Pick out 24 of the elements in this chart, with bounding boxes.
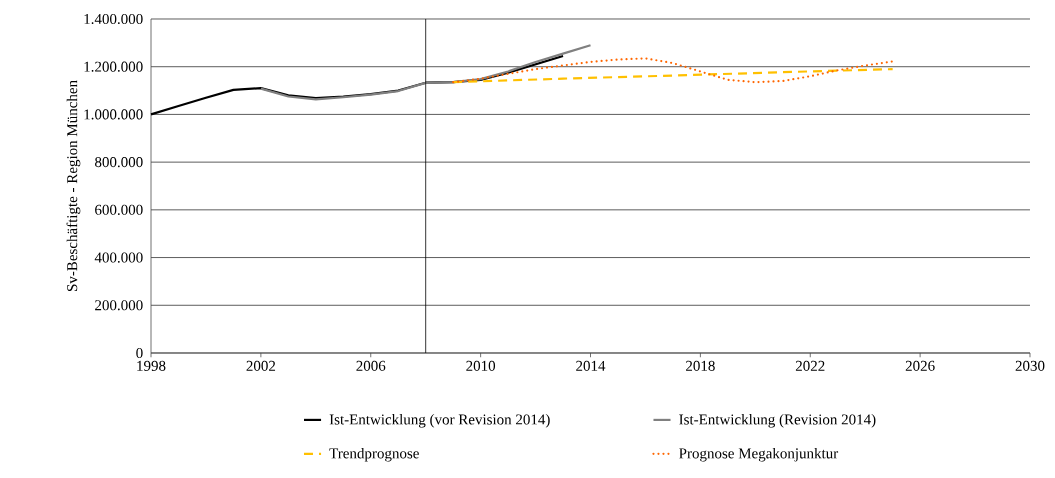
line-series <box>452 67 894 84</box>
legend-label: Prognose Megakonjunktur <box>679 447 839 462</box>
line-series <box>259 44 592 101</box>
y-tick-label: 1.000.000 <box>84 109 143 120</box>
y-tick-label: 200.000 <box>95 300 143 311</box>
x-tick-label: 2022 <box>795 360 825 371</box>
y-tick-label: 0 <box>136 347 143 359</box>
x-tick-label: 2014 <box>576 360 606 371</box>
x-tick-label: 2002 <box>246 360 276 371</box>
y-axis-title: Sv-Beschäftigte - Region München <box>66 80 81 291</box>
x-tick-label: 2006 <box>356 360 386 371</box>
y-tick-label: 1.400.000 <box>84 13 143 25</box>
x-tick-label: 2026 <box>905 360 935 371</box>
y-tick-label: 400.000 <box>94 252 143 263</box>
y-tick-label: 1.200.000 <box>84 61 143 72</box>
y-tick-label: 600.000 <box>95 204 143 215</box>
y-tick-label: 800.000 <box>95 157 143 168</box>
x-tick-label: 2010 <box>466 360 496 371</box>
legend-label: Ist-Entwicklung (vor Revision 2014) <box>329 413 550 428</box>
x-tick-label: 2018 <box>686 360 715 371</box>
legend-label: Trendprognose <box>329 447 419 462</box>
x-tick-label: 1998 <box>137 360 166 371</box>
legend-label: Ist-Entwicklung (Revision 2014) <box>679 413 876 428</box>
x-tick-label: 2030 <box>1015 360 1045 371</box>
